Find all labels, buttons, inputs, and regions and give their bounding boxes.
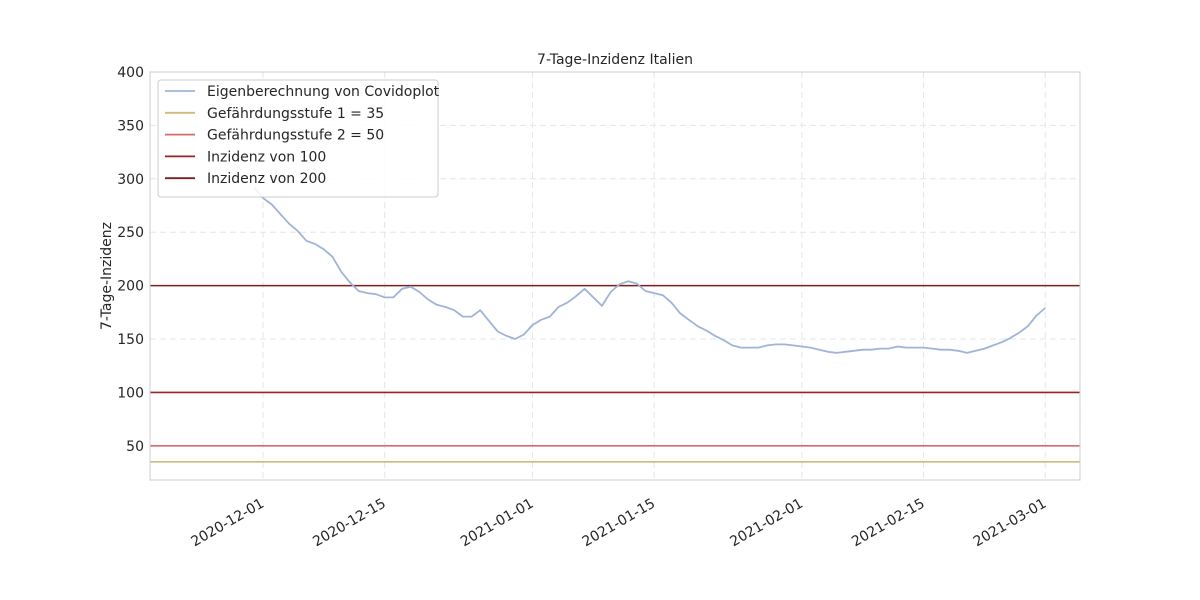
y-axis-ticks: 50 100 150 200 250 300 350 400 [117,65,144,455]
legend-label: Gefährdungsstufe 1 = 35 [207,106,384,122]
y-tick-label: 50 [126,439,144,455]
series-line-covidoplot [253,186,1046,354]
legend-label: Gefährdungsstufe 2 = 50 [207,128,384,144]
x-axis-ticks: 2020-12-01 2020-12-15 2021-01-01 2021-01-15… [189,496,1050,551]
legend-label: Eigenberechnung von Covidoplot [207,84,440,100]
y-tick-label: 250 [117,225,144,241]
reference-lines [150,284,1080,463]
series-layer [253,186,1046,354]
x-tick-label: 2021-02-01 [727,496,805,551]
legend-box [157,79,439,198]
legend-label: Inzidenz von 100 [207,149,326,165]
x-tick-label: 2021-02-15 [849,496,927,551]
legend-label: Inzidenz von 200 [207,171,326,187]
y-tick-label: 300 [117,172,144,188]
plot-frame [149,71,1081,481]
y-tick-label: 100 [117,385,144,401]
x-tick-label: 2021-01-01 [458,496,536,551]
x-tick-label: 2021-01-15 [580,496,658,551]
x-tick-label: 2020-12-01 [189,496,267,551]
x-tick-label: 2020-12-15 [310,496,388,551]
chart-title: 7-Tage-Inzidenz Italien [537,52,693,68]
y-tick-label: 200 [117,279,144,295]
y-axis-label: 7-Tage-Inzidenz [99,222,115,330]
y-tick-label: 350 [117,118,144,134]
y-tick-label: 150 [117,332,144,348]
legend: Eigenberechnung von Covidoplot Gefährdung… [157,79,440,198]
y-tick-label: 400 [117,65,144,81]
x-tick-label: 2021-03-01 [971,496,1049,551]
